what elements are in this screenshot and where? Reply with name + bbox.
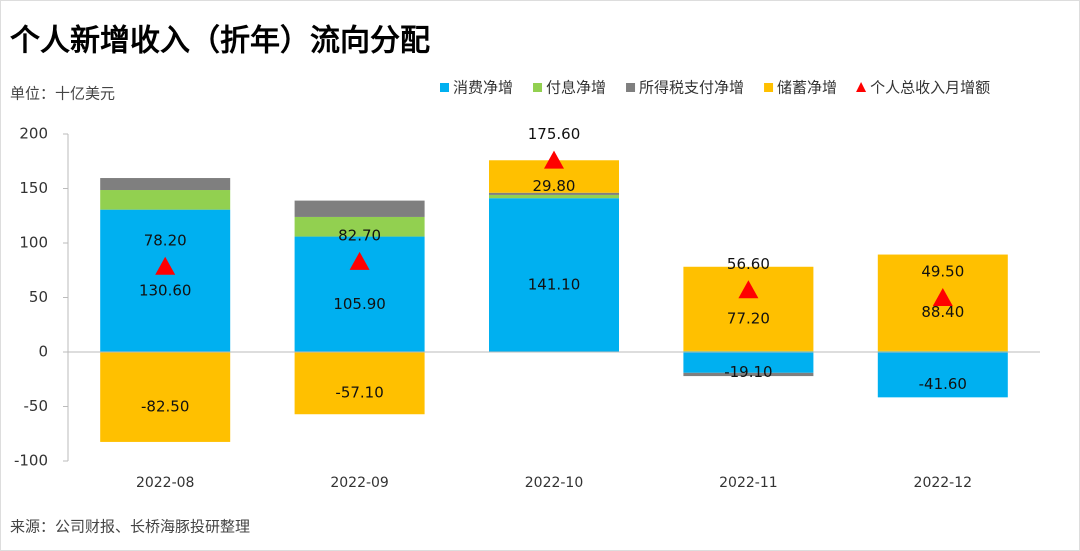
y-tick-label: 200 [19,125,48,143]
y-tick-label: 100 [19,234,48,252]
legend-label: 付息净增 [546,79,606,97]
data-label: 175.60 [528,125,581,143]
legend-label: 储蓄净增 [777,79,837,97]
triangle-marker [155,256,176,275]
data-label: -57.10 [335,384,383,402]
legend-marker [856,82,867,92]
y-tick-label: -100 [14,452,48,470]
bar-segment [100,352,231,442]
data-label: 56.60 [727,255,770,273]
data-label: 105.90 [333,295,386,313]
legend-label: 所得税支付净增 [639,79,744,97]
bar-segment [489,192,619,195]
y-tick-label: 0 [38,343,48,361]
y-tick-label: -50 [24,397,49,415]
legend-label: 消费净增 [453,79,513,97]
data-label: 130.60 [139,281,192,299]
source: 来源：公司财报、长桥海豚投研整理 [10,518,250,536]
data-label: -82.50 [141,397,189,415]
bar-segment [489,194,619,199]
bar-segment [489,198,619,352]
y-tick-label: 50 [29,288,48,306]
bar-segment [294,352,425,415]
legend-swatch [626,83,636,92]
bar-segment [100,209,231,352]
x-tick-label: 2022-11 [719,475,778,491]
triangle-marker [349,251,370,270]
bar-segment [294,216,425,237]
y-tick-label: 150 [19,179,48,197]
bar-segment [877,350,1008,352]
data-label: 141.10 [528,276,581,294]
data-label: 29.80 [533,177,576,195]
x-tick-label: 2022-12 [914,475,973,491]
unit-label: 单位：十亿美元 [10,85,115,103]
bar-segment [683,352,814,373]
data-label: 82.70 [338,226,381,244]
data-label: -19.10 [724,363,772,381]
bar-segment [100,178,231,191]
bar-segment [683,372,814,377]
data-label: 88.40 [921,303,964,321]
bar-segment [877,352,1008,398]
data-label: -41.60 [919,375,967,393]
triangle-marker [544,150,564,169]
data-label: 78.20 [144,231,187,249]
triangle-marker [932,288,953,307]
x-tick-label: 2022-10 [525,475,584,491]
bar-segment [294,200,425,217]
legend-swatch [440,83,449,92]
bar-segment [683,350,814,352]
x-tick-label: 2022-09 [330,475,389,491]
bar-segment [100,190,231,210]
data-label: 77.20 [727,309,770,327]
legend-swatch [764,83,774,92]
legend-label: 个人总收入月增额 [870,79,990,97]
chart-title: 个人新增收入（折年）流向分配 [10,24,430,59]
x-tick-label: 2022-08 [136,475,195,491]
triangle-marker [738,280,759,299]
legend-swatch [533,83,543,92]
data-label: 49.50 [921,263,964,281]
